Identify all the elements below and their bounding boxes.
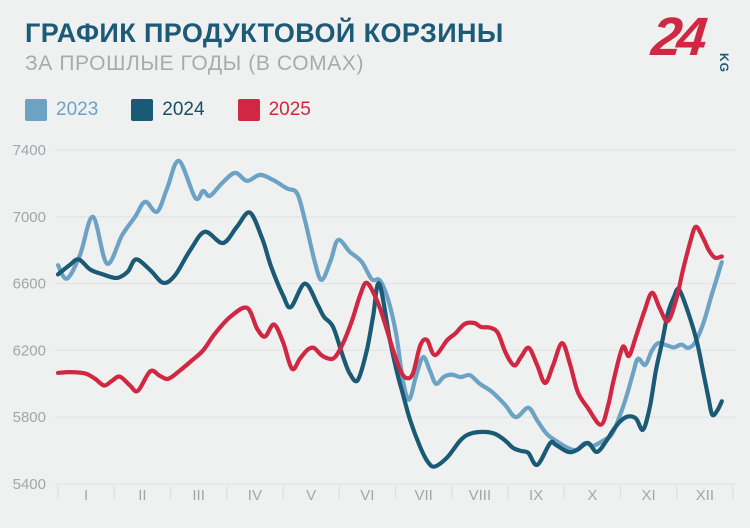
- legend-swatch-2024: [131, 99, 154, 121]
- y-tick-label-7400: 7400: [13, 142, 46, 159]
- y-tick-label-7000: 7000: [13, 209, 46, 226]
- series-line-2024[interactable]: [55, 210, 724, 469]
- x-month-label-I: I: [84, 487, 88, 504]
- x-month-label-IX: IX: [529, 487, 543, 504]
- y-tick-label-6200: 6200: [13, 342, 46, 359]
- x-month-label-VII: VII: [414, 487, 432, 504]
- legend-label-2023: 2023: [56, 99, 99, 120]
- legend-swatch-2023: [25, 99, 47, 121]
- page-subtitle: ЗА ПРОШЛЫЕ ГОДЫ (В СОМАХ): [25, 52, 365, 75]
- legend-item-2024[interactable]: 2024: [131, 99, 205, 121]
- series-lines: [55, 158, 724, 469]
- legend: 2023 2024 2025: [25, 99, 344, 121]
- legend-label-2025: 2025: [268, 99, 311, 120]
- x-month-label-IV: IV: [248, 487, 262, 504]
- x-month-label-III: III: [192, 487, 205, 504]
- series-line-2025[interactable]: [55, 224, 724, 427]
- page-title: ГРАФИК ПРОДУКТОВОЙ КОРЗИНЫ: [25, 18, 504, 48]
- legend-swatch-2025: [237, 99, 260, 121]
- month-ticks: [57, 486, 734, 499]
- x-month-label-II: II: [138, 487, 146, 504]
- y-tick-label-6600: 6600: [13, 276, 46, 293]
- series-line-2023[interactable]: [55, 158, 724, 453]
- legend-item-2025[interactable]: 2025: [237, 99, 311, 121]
- x-month-label-X: X: [587, 487, 597, 504]
- y-tick-label-5800: 5800: [13, 409, 46, 426]
- x-month-label-XI: XI: [642, 487, 656, 504]
- x-month-label-VI: VI: [360, 487, 374, 504]
- y-tick-label-5400: 5400: [13, 476, 46, 493]
- x-axis-labels: I II III IV V VI VII VIII IX X XI XII: [84, 487, 714, 504]
- x-month-label-V: V: [306, 487, 316, 504]
- grid-lines: [55, 149, 736, 485]
- legend-item-2023[interactable]: 2023: [25, 99, 98, 121]
- y-axis-labels: 7400 7000 6600 6200 5800 5400: [13, 142, 46, 493]
- legend-label-2024: 2024: [162, 99, 205, 120]
- x-month-label-XII: XII: [696, 487, 714, 504]
- x-month-label-VIII: VIII: [469, 487, 492, 504]
